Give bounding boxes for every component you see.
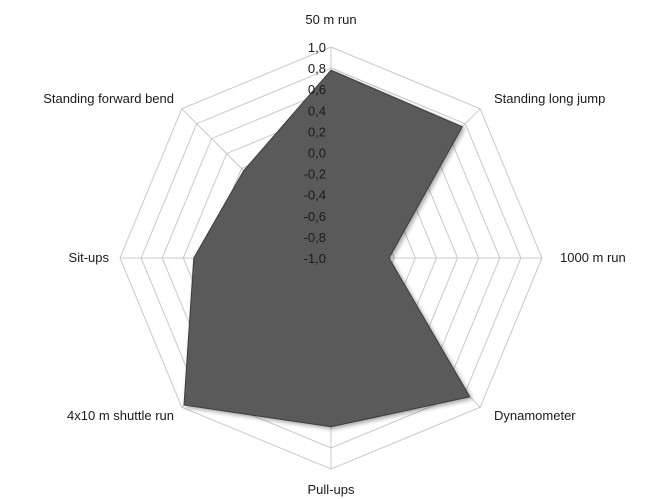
tick-label: -1,0 — [304, 251, 326, 266]
tick-label: 0,0 — [308, 146, 326, 161]
series-layer — [183, 69, 471, 428]
category-label: 50 m run — [305, 12, 356, 27]
category-label: 1000 m run — [560, 250, 626, 265]
tick-label: -0,2 — [304, 167, 326, 182]
tick-label: 0,8 — [308, 61, 326, 76]
tick-label: 1,0 — [308, 40, 326, 55]
tick-label: -0,8 — [304, 230, 326, 245]
tick-label: -0,4 — [304, 188, 326, 203]
category-label-layer: 50 m run Standing long jump 1000 m run Dyna… — [43, 12, 626, 497]
tick-label: 0,2 — [308, 124, 326, 139]
category-label: Standing forward bend — [43, 91, 174, 106]
tick-layer: 1,0 0,8 0,6 0,4 0,2 0,0 -0,2 -0,4 -0,6 -0,8 -1,0 — [304, 40, 326, 266]
tick-label: 0,6 — [308, 82, 326, 97]
category-label: Standing long jump — [494, 91, 605, 106]
category-label: Pull-ups — [308, 482, 355, 497]
category-label: Dynamometer — [494, 408, 576, 423]
tick-label: -0,6 — [304, 209, 326, 224]
series-area — [183, 69, 471, 428]
tick-label: 0,4 — [308, 103, 326, 118]
category-label: 4x10 m shuttle run — [67, 408, 174, 423]
category-label: Sit-ups — [69, 250, 110, 265]
